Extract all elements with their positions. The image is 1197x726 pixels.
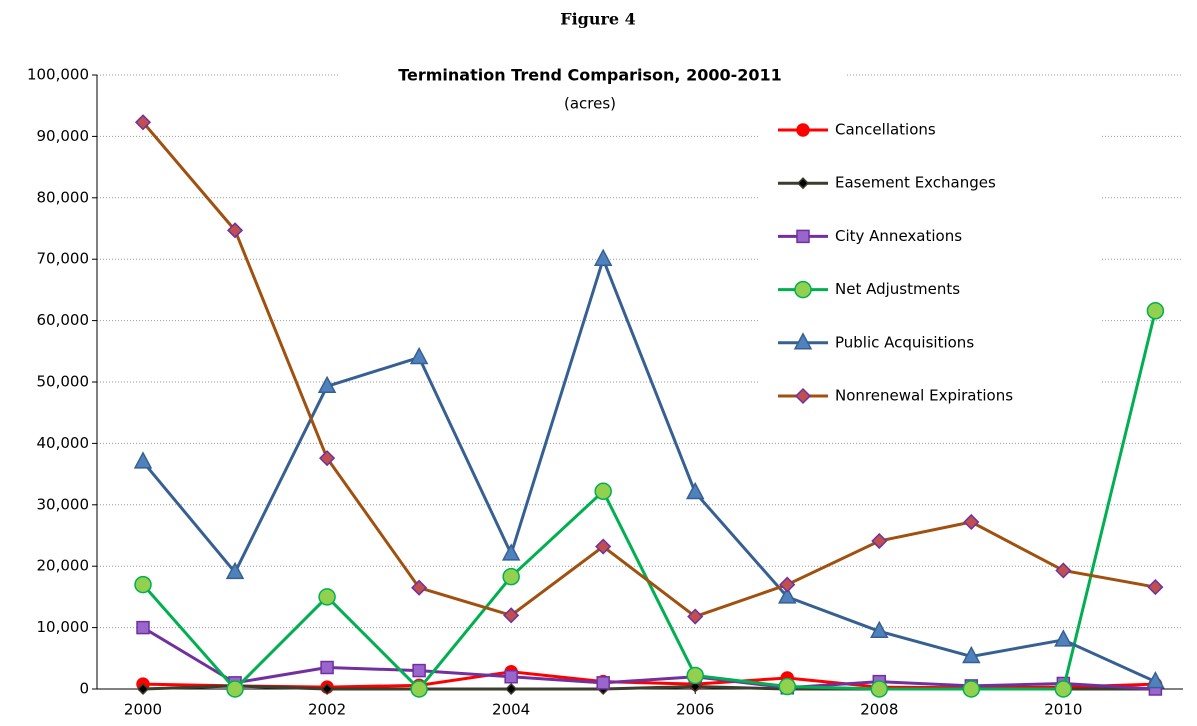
point — [962, 645, 981, 664]
point — [962, 680, 981, 698]
y-tick-label: 10,000 — [37, 618, 90, 636]
point — [320, 660, 334, 675]
y-tick-label: 60,000 — [37, 311, 90, 329]
point — [1147, 579, 1164, 596]
point — [136, 682, 150, 696]
point — [689, 680, 702, 693]
point — [870, 680, 889, 698]
x-tick-label: 2000 — [124, 701, 162, 719]
point — [318, 588, 336, 606]
point — [134, 114, 152, 131]
point — [778, 677, 797, 696]
y-tick-label: 100,000 — [27, 66, 89, 84]
point — [1054, 680, 1073, 698]
legend-marker — [794, 387, 812, 405]
title-background — [340, 64, 845, 90]
point — [505, 682, 518, 696]
x-tick-label: 2010 — [1044, 701, 1082, 719]
x-tick-label: 2002 — [308, 701, 346, 719]
figure-label: Figure 4 — [560, 10, 636, 29]
point — [593, 248, 613, 266]
series-line — [141, 121, 1156, 619]
point — [596, 676, 610, 690]
point — [503, 607, 520, 624]
legend-background — [760, 112, 1102, 414]
legend-marker — [796, 229, 810, 244]
point — [226, 222, 244, 239]
point — [687, 608, 704, 625]
point — [594, 482, 612, 501]
y-tick-label: 20,000 — [37, 557, 90, 575]
point — [501, 543, 521, 561]
point — [870, 620, 889, 639]
legend-marker — [796, 177, 810, 190]
point — [409, 346, 429, 365]
point — [410, 680, 428, 698]
legend-marker — [794, 280, 812, 299]
x-tick-label: 2006 — [676, 701, 714, 719]
point — [317, 375, 337, 394]
point — [1054, 629, 1073, 647]
y-tick-label: 70,000 — [37, 250, 90, 268]
point — [133, 451, 153, 469]
point — [963, 513, 980, 531]
point — [225, 561, 245, 580]
point — [871, 532, 888, 550]
y-tick-label: 80,000 — [37, 188, 90, 206]
legend-marker — [793, 332, 813, 350]
point — [226, 680, 244, 698]
legend-label: Net Adjustments — [835, 280, 960, 298]
point — [1055, 562, 1072, 579]
y-tick-label: 90,000 — [37, 127, 90, 145]
point — [502, 567, 520, 586]
y-tick-label: 40,000 — [37, 434, 90, 452]
y-tick-label: 30,000 — [37, 495, 90, 513]
legend-label: Public Acquisitions — [835, 333, 974, 351]
point — [321, 682, 334, 696]
point — [779, 576, 796, 593]
legend-label: City Annexations — [835, 227, 962, 245]
x-tick-label: 2008 — [860, 701, 898, 719]
point — [412, 663, 426, 678]
point — [136, 620, 150, 635]
point — [134, 575, 152, 594]
point — [504, 669, 518, 684]
point — [319, 450, 336, 467]
point — [685, 481, 705, 500]
x-tick-label: 2004 — [492, 701, 530, 719]
point — [1146, 302, 1165, 320]
legend-label: Nonrenewal Expirations — [835, 387, 1013, 405]
point — [686, 666, 704, 685]
legend-label: Easement Exchanges — [835, 174, 996, 192]
legend-label: Cancellations — [835, 121, 936, 139]
series-line — [142, 626, 1156, 691]
point — [778, 586, 797, 604]
chart-subtitle: (acres) — [564, 95, 616, 113]
point — [1146, 671, 1165, 689]
point — [411, 579, 428, 596]
y-tick-label: 0 — [79, 680, 89, 698]
legend-marker — [796, 123, 810, 137]
y-tick-label: 50,000 — [37, 373, 90, 391]
point — [595, 538, 612, 555]
chart-title: Termination Trend Comparison, 2000-2011 — [398, 66, 782, 85]
